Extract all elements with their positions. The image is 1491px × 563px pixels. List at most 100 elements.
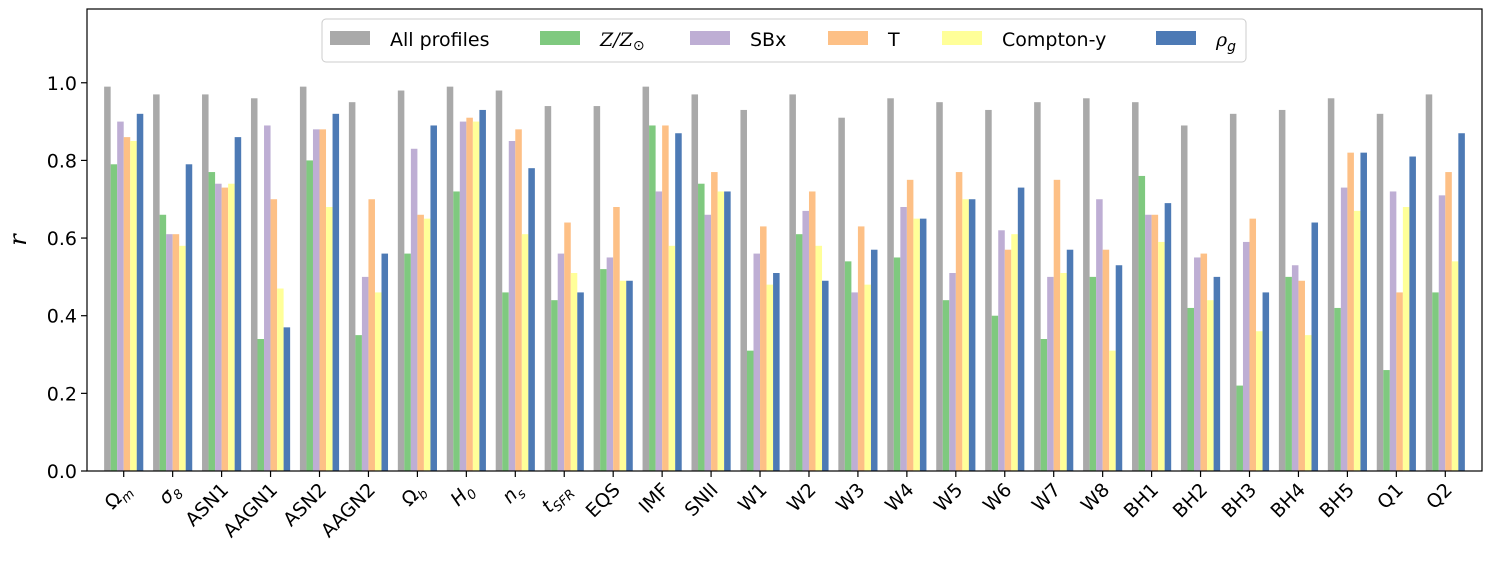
legend-label: ρg [1215, 29, 1236, 55]
x-tick-label: W6 [979, 479, 1016, 516]
bar-2-w8 [1089, 276, 1097, 471]
x-tick-label: AAGN1 [219, 479, 282, 542]
bar-2-ωb [404, 253, 411, 471]
y-tick-label: 0.2 [47, 383, 77, 405]
legend-swatch [690, 31, 730, 45]
bar-5-tsfr [570, 273, 578, 471]
bar-3-σ8 [166, 234, 173, 471]
bar-1-w6 [985, 109, 992, 471]
bar-3-imf [655, 191, 663, 471]
y-tick-label: 0.4 [47, 306, 77, 328]
bar-5-σ8 [179, 245, 186, 471]
legend-swatch [540, 31, 580, 45]
bar-6-w6 [1017, 187, 1025, 471]
bar-5-w7 [1060, 273, 1067, 471]
bar-2-bh3 [1236, 385, 1243, 471]
bar-5-aagn2 [374, 292, 382, 471]
x-tick-label: EQS [582, 479, 625, 522]
bar-5-h0 [472, 121, 480, 471]
x-tick-label: W4 [881, 479, 918, 516]
bar-1-tsfr [544, 106, 552, 471]
bar-6-w1 [773, 273, 780, 471]
x-tick-label: BH3 [1218, 479, 1261, 522]
bar-1-q2 [1425, 94, 1433, 471]
bar-2-asn1 [208, 172, 216, 471]
bar-3-bh4 [1291, 265, 1299, 471]
legend-label: All profiles [390, 29, 490, 51]
bar-6-tsfr [577, 292, 584, 471]
bar-4-q1 [1396, 292, 1403, 471]
x-tick-label: Ωb [397, 479, 432, 514]
x-tick-label: H0 [446, 479, 480, 513]
bar-6-w2 [822, 280, 829, 471]
bar-2-w1 [746, 350, 754, 471]
bar-5-ωb [423, 218, 431, 471]
legend-swatch [1156, 31, 1196, 45]
bar-3-w3 [851, 292, 858, 471]
bar-2-asn2 [306, 160, 313, 471]
bar-3-aagn2 [361, 276, 369, 471]
bar-6-w3 [870, 249, 878, 471]
bar-6-q1 [1409, 156, 1416, 471]
bar-5-bh2 [1207, 300, 1214, 471]
bar-6-w8 [1115, 265, 1123, 471]
bar-4-aagn2 [368, 199, 375, 472]
bar-3-eqs [606, 257, 614, 471]
y-tick-label: 0.6 [47, 228, 77, 250]
bar-2-bh1 [1138, 175, 1146, 471]
bar-2-w4 [893, 257, 901, 471]
y-tick-label: 0.8 [47, 150, 77, 172]
bar-4-bh2 [1200, 253, 1208, 471]
bar-1-aagn1 [250, 98, 258, 471]
bar-2-aagn2 [355, 335, 362, 471]
y-axis-ticks: 0.0 0.2 0.4 0.6 0.8 1.0 [47, 73, 87, 483]
bar-4-w4 [906, 179, 914, 471]
bar-6-imf [675, 133, 682, 472]
bar-1-w7 [1034, 102, 1041, 472]
bar-6-aagn2 [381, 253, 389, 471]
bar-5-bh4 [1304, 335, 1312, 471]
bar-4-w5 [955, 172, 963, 471]
bar-5-q1 [1402, 207, 1410, 471]
bar-5-w1 [766, 284, 774, 471]
bars-group [104, 86, 1465, 472]
bar-4-w3 [857, 226, 865, 471]
bar-6-w7 [1066, 249, 1074, 471]
bar-4-tsfr [564, 222, 571, 471]
bar-5-w2 [815, 245, 823, 471]
bar-6-h0 [479, 109, 486, 471]
bar-1-asn2 [299, 86, 307, 472]
bar-2-snii [698, 183, 705, 471]
bar-5-bh3 [1256, 331, 1263, 471]
x-tick-label: tSFR [537, 479, 578, 520]
x-tick-label: BH4 [1267, 479, 1310, 522]
bar-2-w2 [795, 234, 803, 471]
bar-5-ns [521, 234, 529, 471]
bar-6-snii [724, 191, 731, 471]
bar-6-w4 [919, 218, 927, 471]
bar-3-h0 [459, 121, 467, 471]
bar-1-bh3 [1229, 113, 1237, 471]
legend-label: Z/Z⊙ [599, 29, 645, 54]
bar-4-bh3 [1249, 218, 1257, 471]
bar-6-σ8 [185, 164, 193, 472]
legend-label: T [887, 29, 900, 51]
bar-5-bh5 [1353, 210, 1361, 471]
bar-2-ωm [110, 164, 118, 472]
bar-3-asn1 [215, 183, 222, 471]
bar-3-q2 [1438, 195, 1446, 471]
bar-2-h0 [453, 191, 460, 471]
bar-1-ns [495, 90, 503, 471]
bar-1-bh4 [1278, 109, 1286, 471]
bar-5-q2 [1451, 261, 1459, 471]
bar-2-imf [649, 125, 656, 471]
bar-1-w2 [789, 94, 796, 471]
bar-4-ωm [123, 137, 131, 471]
bar-4-asn2 [319, 129, 327, 471]
x-tick-label: W5 [930, 479, 967, 516]
bar-6-ns [528, 168, 535, 471]
bar-3-bh2 [1194, 257, 1201, 471]
legend-label: Compton-y [1002, 29, 1106, 51]
bar-1-bh1 [1132, 102, 1139, 472]
